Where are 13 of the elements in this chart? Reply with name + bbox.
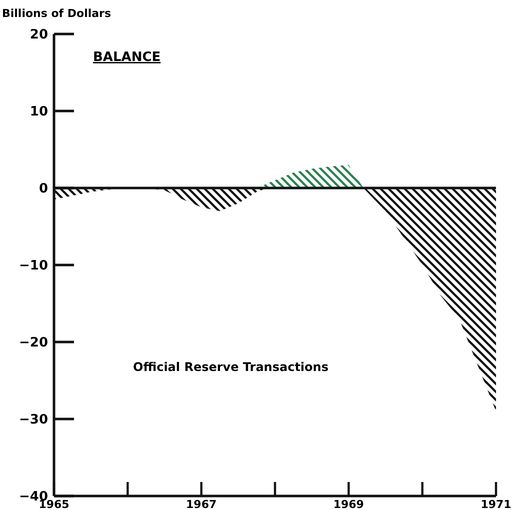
- text: BALANCE: [93, 50, 161, 65]
- x-tick-label: 1965: [38, 498, 70, 510]
- y-tick-label: 0: [38, 182, 48, 197]
- y-axis-title: Billions of Dollars: [2, 7, 112, 20]
- y-tick-label: 10: [30, 104, 48, 120]
- y-tick-label: 20: [30, 28, 48, 43]
- y-tick-label: −30: [19, 412, 48, 428]
- y-tick-label: −20: [19, 336, 48, 351]
- x-tick-label: 1969: [333, 498, 364, 510]
- x-tick-label: 1967: [186, 498, 217, 510]
- annotation: Official Reserve Transactions: [133, 360, 328, 374]
- x-tick-label: 1971: [480, 498, 512, 510]
- y-tick-label: −10: [19, 258, 48, 274]
